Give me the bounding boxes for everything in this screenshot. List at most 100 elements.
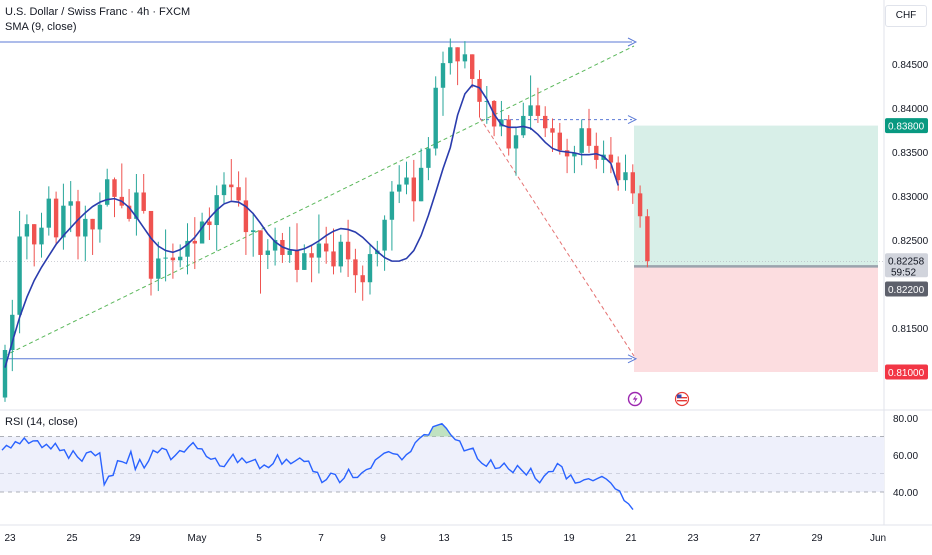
candle[interactable]: [272, 227, 278, 266]
candle[interactable]: [2, 344, 8, 402]
candle[interactable]: [637, 185, 643, 228]
downtrend-projection[interactable]: [479, 117, 635, 357]
candle[interactable]: [484, 86, 489, 124]
candle[interactable]: [243, 177, 249, 255]
candle[interactable]: [53, 191, 59, 244]
candle[interactable]: [32, 224, 37, 267]
uptrend-projection[interactable]: [3, 45, 635, 357]
candle[interactable]: [477, 70, 482, 118]
candle[interactable]: [367, 244, 373, 295]
candle[interactable]: [418, 148, 424, 202]
candle[interactable]: [513, 127, 519, 176]
candle[interactable]: [499, 100, 504, 137]
candle-body: [309, 253, 314, 258]
candle[interactable]: [411, 159, 416, 222]
candle[interactable]: [594, 132, 599, 169]
candle[interactable]: [24, 214, 30, 260]
candle[interactable]: [126, 188, 132, 222]
candle[interactable]: [440, 51, 446, 116]
candle[interactable]: [550, 118, 555, 152]
candle[interactable]: [345, 219, 351, 277]
candle[interactable]: [564, 138, 570, 174]
sma-path[interactable]: [4, 84, 619, 368]
candle[interactable]: [141, 174, 146, 214]
candle[interactable]: [39, 212, 44, 258]
candle[interactable]: [214, 185, 219, 251]
candle[interactable]: [462, 41, 468, 69]
candle[interactable]: [265, 239, 270, 270]
candle[interactable]: [572, 145, 577, 174]
candle[interactable]: [251, 212, 256, 257]
candle[interactable]: [221, 172, 227, 204]
candle[interactable]: [229, 159, 234, 201]
candle[interactable]: [90, 218, 95, 255]
candle[interactable]: [543, 106, 548, 138]
rsi-path[interactable]: [1, 422, 634, 511]
candle[interactable]: [448, 38, 453, 75]
candle[interactable]: [338, 234, 343, 273]
candle[interactable]: [630, 164, 635, 204]
currency-button[interactable]: CHF: [885, 5, 927, 27]
candle[interactable]: [46, 186, 51, 236]
candle[interactable]: [207, 207, 212, 240]
candle[interactable]: [360, 265, 365, 301]
candle[interactable]: [455, 47, 460, 86]
candle[interactable]: [178, 244, 183, 268]
candle[interactable]: [579, 119, 584, 166]
candle[interactable]: [316, 214, 322, 274]
candle[interactable]: [75, 189, 81, 260]
candle[interactable]: [404, 161, 409, 195]
candle[interactable]: [382, 215, 387, 271]
candle[interactable]: [97, 192, 103, 243]
candle[interactable]: [287, 226, 292, 263]
rsi-legend[interactable]: RSI (14, close): [5, 416, 78, 428]
candle[interactable]: [491, 100, 497, 137]
candle[interactable]: [506, 115, 511, 156]
price-axis[interactable]: 0.84500 0.84000 0.83500 0.83000 0.82500 0.815…: [885, 60, 929, 499]
candle[interactable]: [192, 217, 197, 270]
candle[interactable]: [353, 248, 358, 293]
candle[interactable]: [68, 181, 73, 233]
flag-stripe: [677, 397, 687, 399]
candle[interactable]: [148, 210, 154, 296]
candle[interactable]: [10, 299, 15, 372]
candle[interactable]: [112, 177, 117, 218]
candle[interactable]: [470, 54, 475, 88]
candle[interactable]: [433, 76, 438, 156]
candle[interactable]: [258, 230, 263, 294]
candle[interactable]: [294, 223, 300, 283]
candle[interactable]: [134, 174, 139, 236]
candle[interactable]: [309, 245, 314, 283]
candle[interactable]: [61, 183, 66, 250]
candle[interactable]: [389, 181, 395, 251]
candle[interactable]: [528, 75, 533, 130]
candle[interactable]: [521, 102, 526, 138]
event-markers[interactable]: [627, 391, 690, 407]
candle[interactable]: [331, 228, 336, 275]
candle[interactable]: [156, 241, 161, 292]
candle[interactable]: [170, 243, 176, 279]
candle[interactable]: [397, 165, 402, 204]
candle[interactable]: [623, 154, 628, 191]
candle[interactable]: [426, 137, 431, 181]
candle[interactable]: [557, 122, 562, 155]
candle[interactable]: [535, 87, 541, 123]
candle[interactable]: [608, 137, 614, 174]
candle[interactable]: [616, 156, 621, 191]
candle[interactable]: [83, 205, 88, 262]
candle[interactable]: [324, 226, 329, 264]
stop-zone[interactable]: [634, 266, 878, 372]
candle[interactable]: [586, 108, 592, 153]
candle[interactable]: [645, 209, 650, 268]
candle[interactable]: [163, 229, 168, 282]
sma-legend[interactable]: SMA (9, close): [5, 21, 77, 33]
candle[interactable]: [236, 171, 241, 207]
drawings[interactable]: [0, 37, 884, 364]
symbol-title[interactable]: U.S. Dollar / Swiss Franc · 4h · FXCM: [5, 6, 191, 18]
time-axis[interactable]: 23 25 29 May 5 7 9 13 15 19 21 23 27 29 Jun: [4, 533, 886, 544]
us-flag-icon[interactable]: [674, 391, 690, 407]
target-zone[interactable]: [634, 125, 878, 267]
candle[interactable]: [185, 223, 190, 275]
candle[interactable]: [17, 210, 22, 334]
